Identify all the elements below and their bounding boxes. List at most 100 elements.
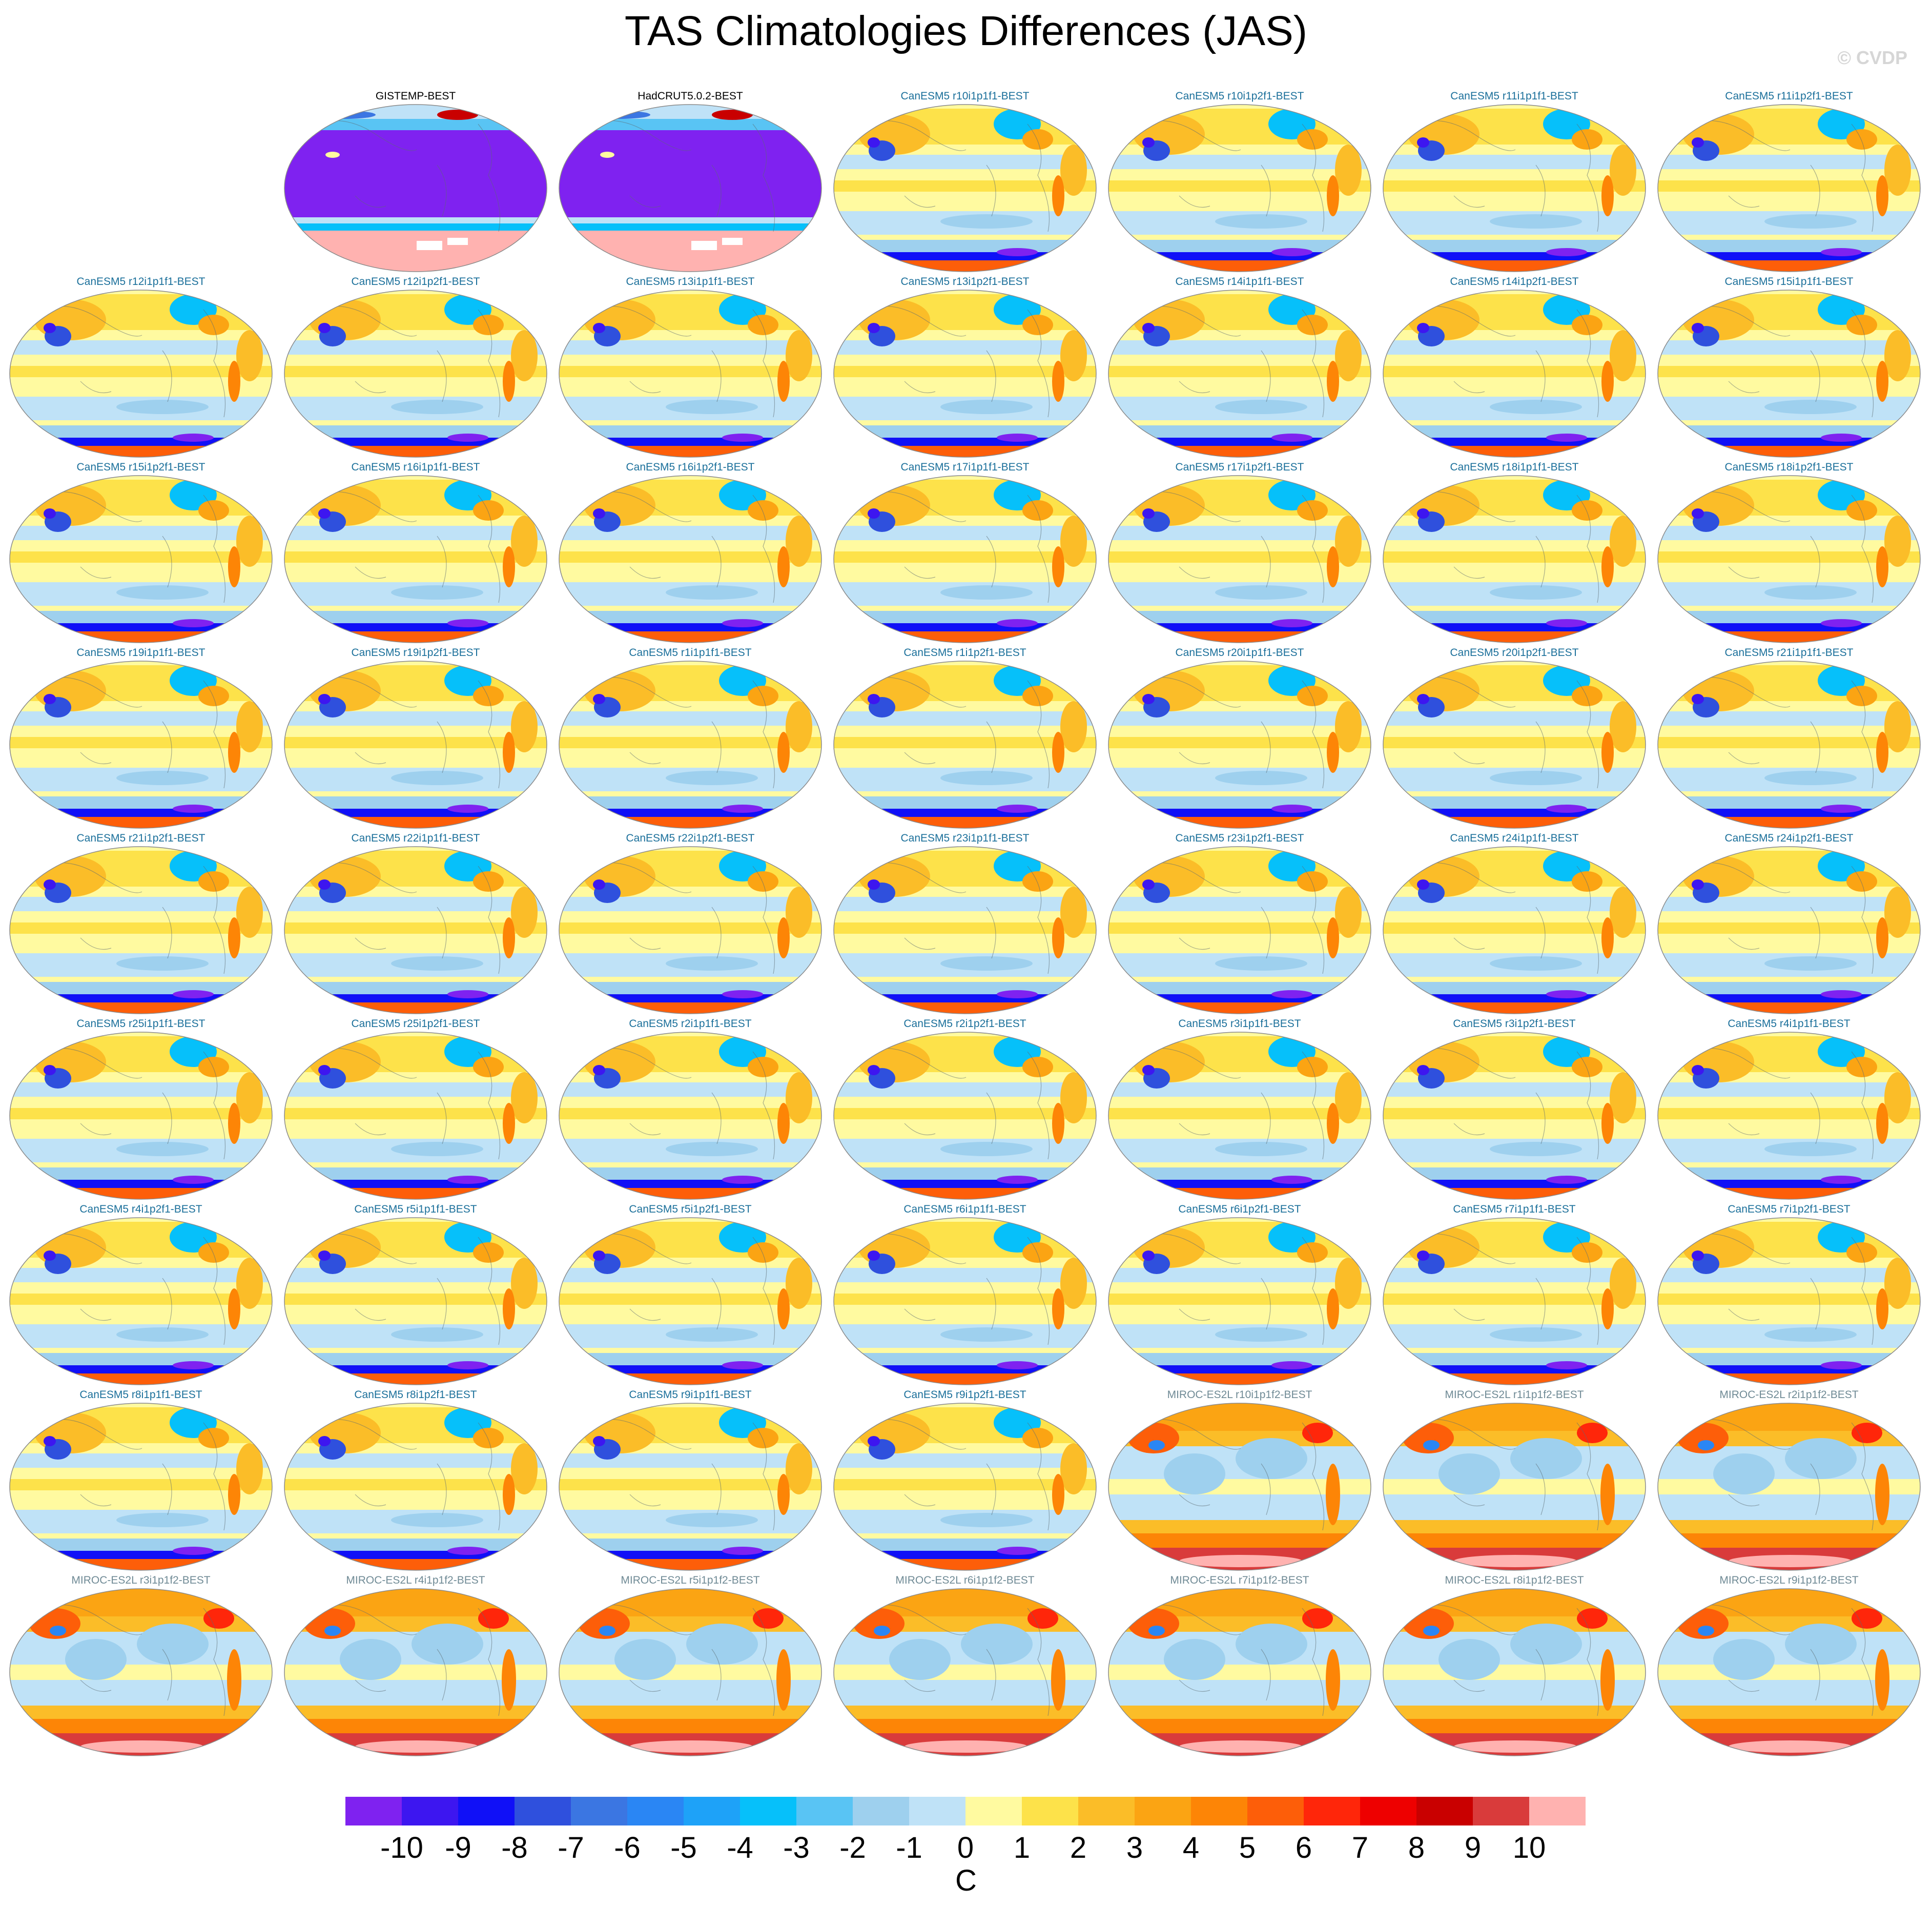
map-plot <box>1108 661 1371 829</box>
map-panel: CanESM5 r13i1p1f1-BEST <box>554 276 826 460</box>
map-plot <box>1108 1217 1371 1385</box>
colorbar-tick-label: -3 <box>783 1831 810 1864</box>
map-panel: CanESM5 r9i1p2f1-BEST <box>829 1389 1101 1573</box>
map-plot <box>9 1032 273 1200</box>
map-plot <box>559 1032 822 1200</box>
panel-title: CanESM5 r17i1p1f1-BEST <box>900 461 1030 473</box>
colorbar-ticks: -10 -9 -8 -7 -6 -5 -4 -3 -2 -1 0 1 2 3 4 5 6 7 8 9 10 <box>0 1831 1932 1866</box>
map-plot <box>1108 475 1371 643</box>
map-panel: CanESM5 r25i1p2f1-BEST <box>280 1018 551 1202</box>
panel-title: CanESM5 r22i1p2f1-BEST <box>626 832 755 844</box>
map-panel: CanESM5 r16i1p1f1-BEST <box>280 461 551 646</box>
map-plot <box>1383 290 1646 458</box>
panel-title: CanESM5 r5i1p1f1-BEST <box>354 1203 477 1215</box>
map-plot <box>9 846 273 1014</box>
colorbar-tick-label: -10 <box>380 1831 423 1864</box>
map-panel: CanESM5 r22i1p2f1-BEST <box>554 832 826 1017</box>
panel-title: CanESM5 r17i1p2f1-BEST <box>1175 461 1304 473</box>
map-panel: CanESM5 r1i1p1f1-BEST <box>554 647 826 831</box>
map-plot <box>9 1588 273 1756</box>
colorbar-swatch <box>402 1797 458 1825</box>
map-plot <box>9 1403 273 1571</box>
map-plot <box>1657 1403 1921 1571</box>
panel-title: MIROC-ES2L r10i1p1f2-BEST <box>1167 1389 1312 1401</box>
colorbar-swatch <box>515 1797 571 1825</box>
map-plot <box>833 1588 1097 1756</box>
colorbar-tick-label: -7 <box>558 1831 584 1864</box>
map-plot <box>559 1403 822 1571</box>
map-panel: CanESM5 r16i1p2f1-BEST <box>554 461 826 646</box>
colorbar-tick-label: -6 <box>614 1831 641 1864</box>
colorbar <box>345 1797 1586 1825</box>
colorbar-swatch <box>1078 1797 1135 1825</box>
colorbar-swatch <box>571 1797 627 1825</box>
map-panel: MIROC-ES2L r2i1p1f2-BEST <box>1653 1389 1925 1573</box>
map-plot <box>833 661 1097 829</box>
map-panel: CanESM5 r20i1p1f1-BEST <box>1104 647 1375 831</box>
map-panel: CanESM5 r3i1p1f1-BEST <box>1104 1018 1375 1202</box>
colorbar-tick-label: 5 <box>1239 1831 1256 1864</box>
panel-title: MIROC-ES2L r4i1p1f2-BEST <box>346 1574 485 1586</box>
panel-title: CanESM5 r10i1p2f1-BEST <box>1175 90 1304 102</box>
map-panel: CanESM5 r7i1p1f1-BEST <box>1379 1203 1650 1388</box>
map-panel: MIROC-ES2L r4i1p1f2-BEST <box>280 1574 551 1759</box>
map-plot <box>559 661 822 829</box>
map-panel: CanESM5 r11i1p1f1-BEST <box>1379 90 1650 275</box>
map-panel: CanESM5 r8i1p2f1-BEST <box>280 1389 551 1573</box>
colorbar-tick-label: -5 <box>670 1831 697 1864</box>
panel-title: CanESM5 r12i1p1f1-BEST <box>76 276 205 288</box>
map-plot <box>9 290 273 458</box>
map-plot <box>284 475 547 643</box>
map-plot <box>1657 475 1921 643</box>
colorbar-swatch <box>684 1797 740 1825</box>
map-panel: MIROC-ES2L r9i1p1f2-BEST <box>1653 1574 1925 1759</box>
map-panel: CanESM5 r15i1p1f1-BEST <box>1653 276 1925 460</box>
panel-title: CanESM5 r20i1p2f1-BEST <box>1450 647 1579 659</box>
panel-title: CanESM5 r18i1p1f1-BEST <box>1450 461 1579 473</box>
map-plot <box>284 661 547 829</box>
map-panel: CanESM5 r24i1p1f1-BEST <box>1379 832 1650 1017</box>
map-panel: CanESM5 r21i1p1f1-BEST <box>1653 647 1925 831</box>
map-panel: CanESM5 r23i1p2f1-BEST <box>1104 832 1375 1017</box>
map-plot <box>1657 1032 1921 1200</box>
map-panel: CanESM5 r5i1p2f1-BEST <box>554 1203 826 1388</box>
colorbar-swatch <box>1360 1797 1416 1825</box>
colorbar-tick-label: 7 <box>1351 1831 1369 1864</box>
map-plot <box>1383 1403 1646 1571</box>
panel-title: MIROC-ES2L r7i1p1f2-BEST <box>1170 1574 1309 1586</box>
colorbar-swatch <box>1473 1797 1529 1825</box>
map-plot <box>1383 1588 1646 1756</box>
panel-title: MIROC-ES2L r3i1p1f2-BEST <box>71 1574 211 1586</box>
map-panel: CanESM5 r22i1p1f1-BEST <box>280 832 551 1017</box>
map-panel: CanESM5 r2i1p1f1-BEST <box>554 1018 826 1202</box>
map-plot <box>1108 104 1371 272</box>
map-plot <box>1383 1217 1646 1385</box>
map-panel: HadCRUT5.0.2-BEST <box>554 90 826 275</box>
map-panel: CanESM5 r17i1p1f1-BEST <box>829 461 1101 646</box>
map-panel: CanESM5 r24i1p2f1-BEST <box>1653 832 1925 1017</box>
map-plot <box>833 104 1097 272</box>
panel-title: CanESM5 r4i1p1f1-BEST <box>1728 1018 1851 1030</box>
panel-title: CanESM5 r6i1p1f1-BEST <box>903 1203 1026 1215</box>
map-plot <box>833 1217 1097 1385</box>
map-plot <box>1108 1588 1371 1756</box>
map-panel: CanESM5 r4i1p1f1-BEST <box>1653 1018 1925 1202</box>
panel-title: CanESM5 r23i1p2f1-BEST <box>1175 832 1304 844</box>
map-plot <box>1383 104 1646 272</box>
colorbar-swatch <box>1247 1797 1304 1825</box>
colorbar-swatch <box>1191 1797 1247 1825</box>
colorbar-tick-label: -2 <box>839 1831 866 1864</box>
map-plot <box>9 475 273 643</box>
panel-title: CanESM5 r9i1p1f1-BEST <box>629 1389 752 1401</box>
map-plot <box>559 104 822 272</box>
map-plot <box>559 1588 822 1756</box>
panel-title: CanESM5 r8i1p1f1-BEST <box>79 1389 202 1401</box>
panel-title: MIROC-ES2L r6i1p1f2-BEST <box>895 1574 1035 1586</box>
map-plot <box>1383 475 1646 643</box>
panel-title: CanESM5 r24i1p2f1-BEST <box>1724 832 1854 844</box>
panel-title: CanESM5 r3i1p2f1-BEST <box>1453 1018 1576 1030</box>
panel-title: CanESM5 r4i1p2f1-BEST <box>79 1203 202 1215</box>
figure-title: TAS Climatologies Differences (JAS) <box>624 8 1308 54</box>
map-panel: CanESM5 r12i1p1f1-BEST <box>5 276 277 460</box>
colorbar-swatch <box>1022 1797 1078 1825</box>
